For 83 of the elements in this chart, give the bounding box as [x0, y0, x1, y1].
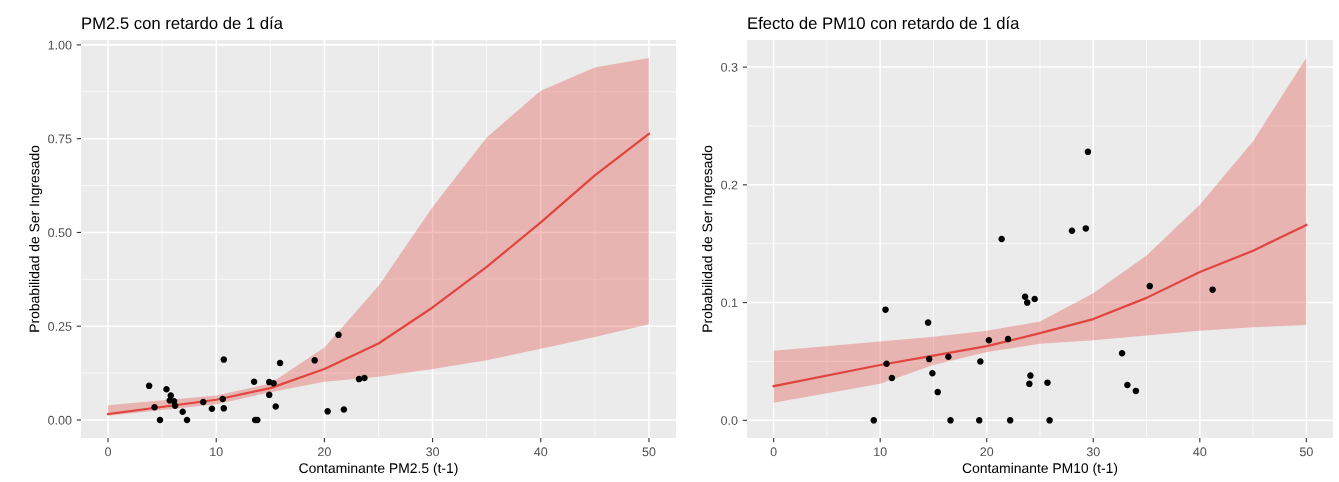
x-tick-label: 0: [770, 447, 777, 457]
point: [179, 408, 186, 415]
point: [1027, 372, 1034, 379]
point: [1209, 286, 1216, 293]
y-tick-label: 0.00: [48, 415, 72, 425]
point: [220, 356, 228, 363]
point: [1026, 380, 1033, 388]
point: [924, 319, 932, 326]
x-tick-label: 40: [1193, 447, 1207, 457]
y-tick-label: 0.1: [721, 298, 738, 308]
point: [335, 331, 342, 339]
point: [1044, 379, 1051, 386]
point: [355, 375, 363, 383]
point: [220, 405, 228, 412]
x-tick-label: 20: [980, 447, 994, 457]
x-tick-label: 50: [1299, 447, 1313, 457]
point: [1146, 282, 1153, 290]
chart-title: Efecto de PM10 con retardo de 1 día: [748, 16, 1020, 30]
point: [199, 398, 207, 406]
point: [1004, 335, 1012, 343]
point: [976, 417, 983, 424]
x-tick-label: 0: [105, 447, 112, 457]
point: [1046, 417, 1053, 424]
y-tick-label: 0.50: [48, 228, 72, 238]
point: [985, 337, 993, 344]
point: [883, 360, 890, 368]
point: [340, 406, 348, 413]
x-tick-label: 20: [318, 447, 331, 457]
point: [171, 402, 179, 409]
x-tick-label: 10: [210, 447, 223, 457]
point: [163, 385, 170, 393]
point: [265, 391, 273, 399]
x-axis-title: Contaminante PM10 (t-1): [962, 462, 1118, 476]
line-series: [772, 223, 1308, 388]
point: [151, 403, 158, 411]
point: [361, 374, 368, 382]
y-tick-label: 0.25: [48, 322, 72, 331]
point: [1084, 148, 1092, 156]
point: [311, 357, 318, 364]
point: [998, 235, 1005, 243]
point: [1118, 349, 1126, 357]
point: [977, 358, 984, 365]
point: [870, 417, 878, 424]
x-tick-label: 40: [534, 447, 548, 457]
point: [929, 369, 936, 377]
point: [276, 359, 284, 367]
x-axis-title: Contaminante PM2.5 (t-1): [299, 462, 458, 476]
point: [1023, 299, 1031, 306]
point: [183, 416, 191, 424]
y-tick-label: 0.3: [721, 62, 738, 72]
point: [1021, 293, 1029, 300]
point: [1031, 295, 1038, 303]
point: [934, 388, 941, 396]
point: [925, 355, 933, 363]
point: [270, 379, 277, 387]
point: [324, 408, 331, 415]
point: [1132, 387, 1140, 395]
line-series: [106, 132, 651, 416]
point: [272, 403, 279, 410]
y-tick-label: 1.00: [48, 40, 72, 50]
point: [882, 306, 889, 313]
point: [145, 382, 153, 390]
x-tick-label: 10: [874, 447, 887, 457]
point: [1068, 227, 1076, 235]
point: [947, 417, 954, 424]
point: [219, 395, 226, 403]
y-tick-label: 0.75: [48, 134, 72, 144]
point: [945, 353, 952, 361]
y-tick-label: 0.2: [721, 180, 738, 190]
y-tick-label: 0.0: [721, 416, 738, 425]
point: [156, 416, 164, 424]
point: [1124, 381, 1131, 389]
point: [208, 405, 216, 412]
y-axis-title: Probabilidad de Ser Ingresado: [702, 145, 716, 332]
point: [888, 374, 896, 382]
point: [1006, 417, 1014, 424]
x-tick-label: 50: [642, 447, 656, 457]
y-axis-title: Probabilidad de Ser Ingresado: [29, 145, 43, 332]
x-tick-label: 30: [426, 447, 440, 457]
point: [250, 378, 258, 385]
point: [1082, 225, 1090, 232]
x-tick-label: 30: [1086, 447, 1100, 457]
chart-title: PM2.5 con retardo de 1 día: [82, 16, 283, 30]
